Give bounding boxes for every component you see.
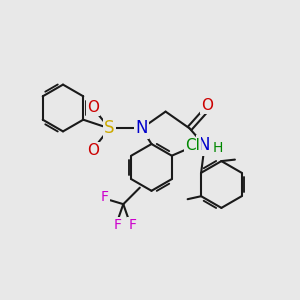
Text: N: N [135,119,148,137]
Text: F: F [100,190,108,204]
Text: Cl: Cl [185,138,200,153]
Text: F: F [128,218,136,232]
Text: O: O [87,100,99,115]
Text: O: O [201,98,213,112]
Text: S: S [104,119,115,137]
Text: O: O [87,143,99,158]
Text: H: H [213,142,223,155]
Text: F: F [113,218,121,232]
Text: N: N [197,136,210,154]
